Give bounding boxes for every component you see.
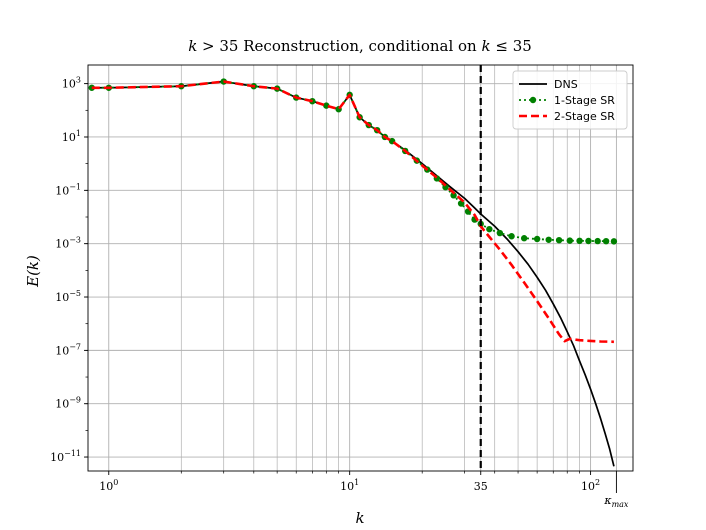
series-point: [545, 236, 552, 243]
x-tick-label: 102: [581, 478, 600, 493]
series-point: [496, 229, 504, 237]
legend-label: 1-Stage SR: [554, 94, 615, 107]
plot-frame: [87, 64, 634, 472]
y-tick-label: 10−9: [55, 396, 81, 411]
series-point: [508, 233, 515, 240]
x-tick-label: 100: [99, 478, 118, 493]
legend-label: DNS: [554, 78, 578, 91]
y-tick-label: 10−11: [50, 449, 81, 464]
series-point: [594, 237, 601, 245]
series-line: [91, 80, 615, 467]
y-axis-label: E(k): [24, 255, 42, 288]
legend-label: 2-Stage SR: [554, 110, 615, 123]
series-point: [450, 192, 457, 199]
series-point: [88, 84, 95, 91]
series-point: [555, 236, 563, 244]
legend-box: [512, 70, 628, 130]
series-point: [602, 237, 610, 245]
y-tick-label: 10−1: [55, 182, 81, 197]
series-point: [566, 237, 574, 244]
series-point: [520, 235, 528, 242]
series-point: [486, 225, 493, 233]
legend: DNS 1-Stage SR 2-Stage SR: [512, 70, 628, 130]
y-tick-label: 10−7: [55, 342, 81, 357]
series-point: [610, 238, 618, 245]
series-point: [585, 237, 592, 245]
x-tick-label: 101: [340, 478, 359, 493]
legend-marker: [529, 96, 537, 104]
y-tick-label: 10−3: [55, 236, 81, 251]
x-axis-label: k: [355, 509, 364, 527]
x-tick-label: κmax: [603, 494, 629, 509]
chart-title: k > 35 Reconstruction, conditional on k …: [188, 37, 532, 55]
x-tick-label: 35: [474, 480, 488, 493]
series-point: [576, 237, 583, 245]
y-tick-label: 103: [62, 76, 81, 91]
y-tick-label: 101: [62, 129, 81, 144]
y-tick-label: 10−5: [55, 289, 81, 304]
series-group: [88, 78, 618, 467]
series-point: [533, 235, 541, 243]
series-line: [91, 80, 614, 344]
